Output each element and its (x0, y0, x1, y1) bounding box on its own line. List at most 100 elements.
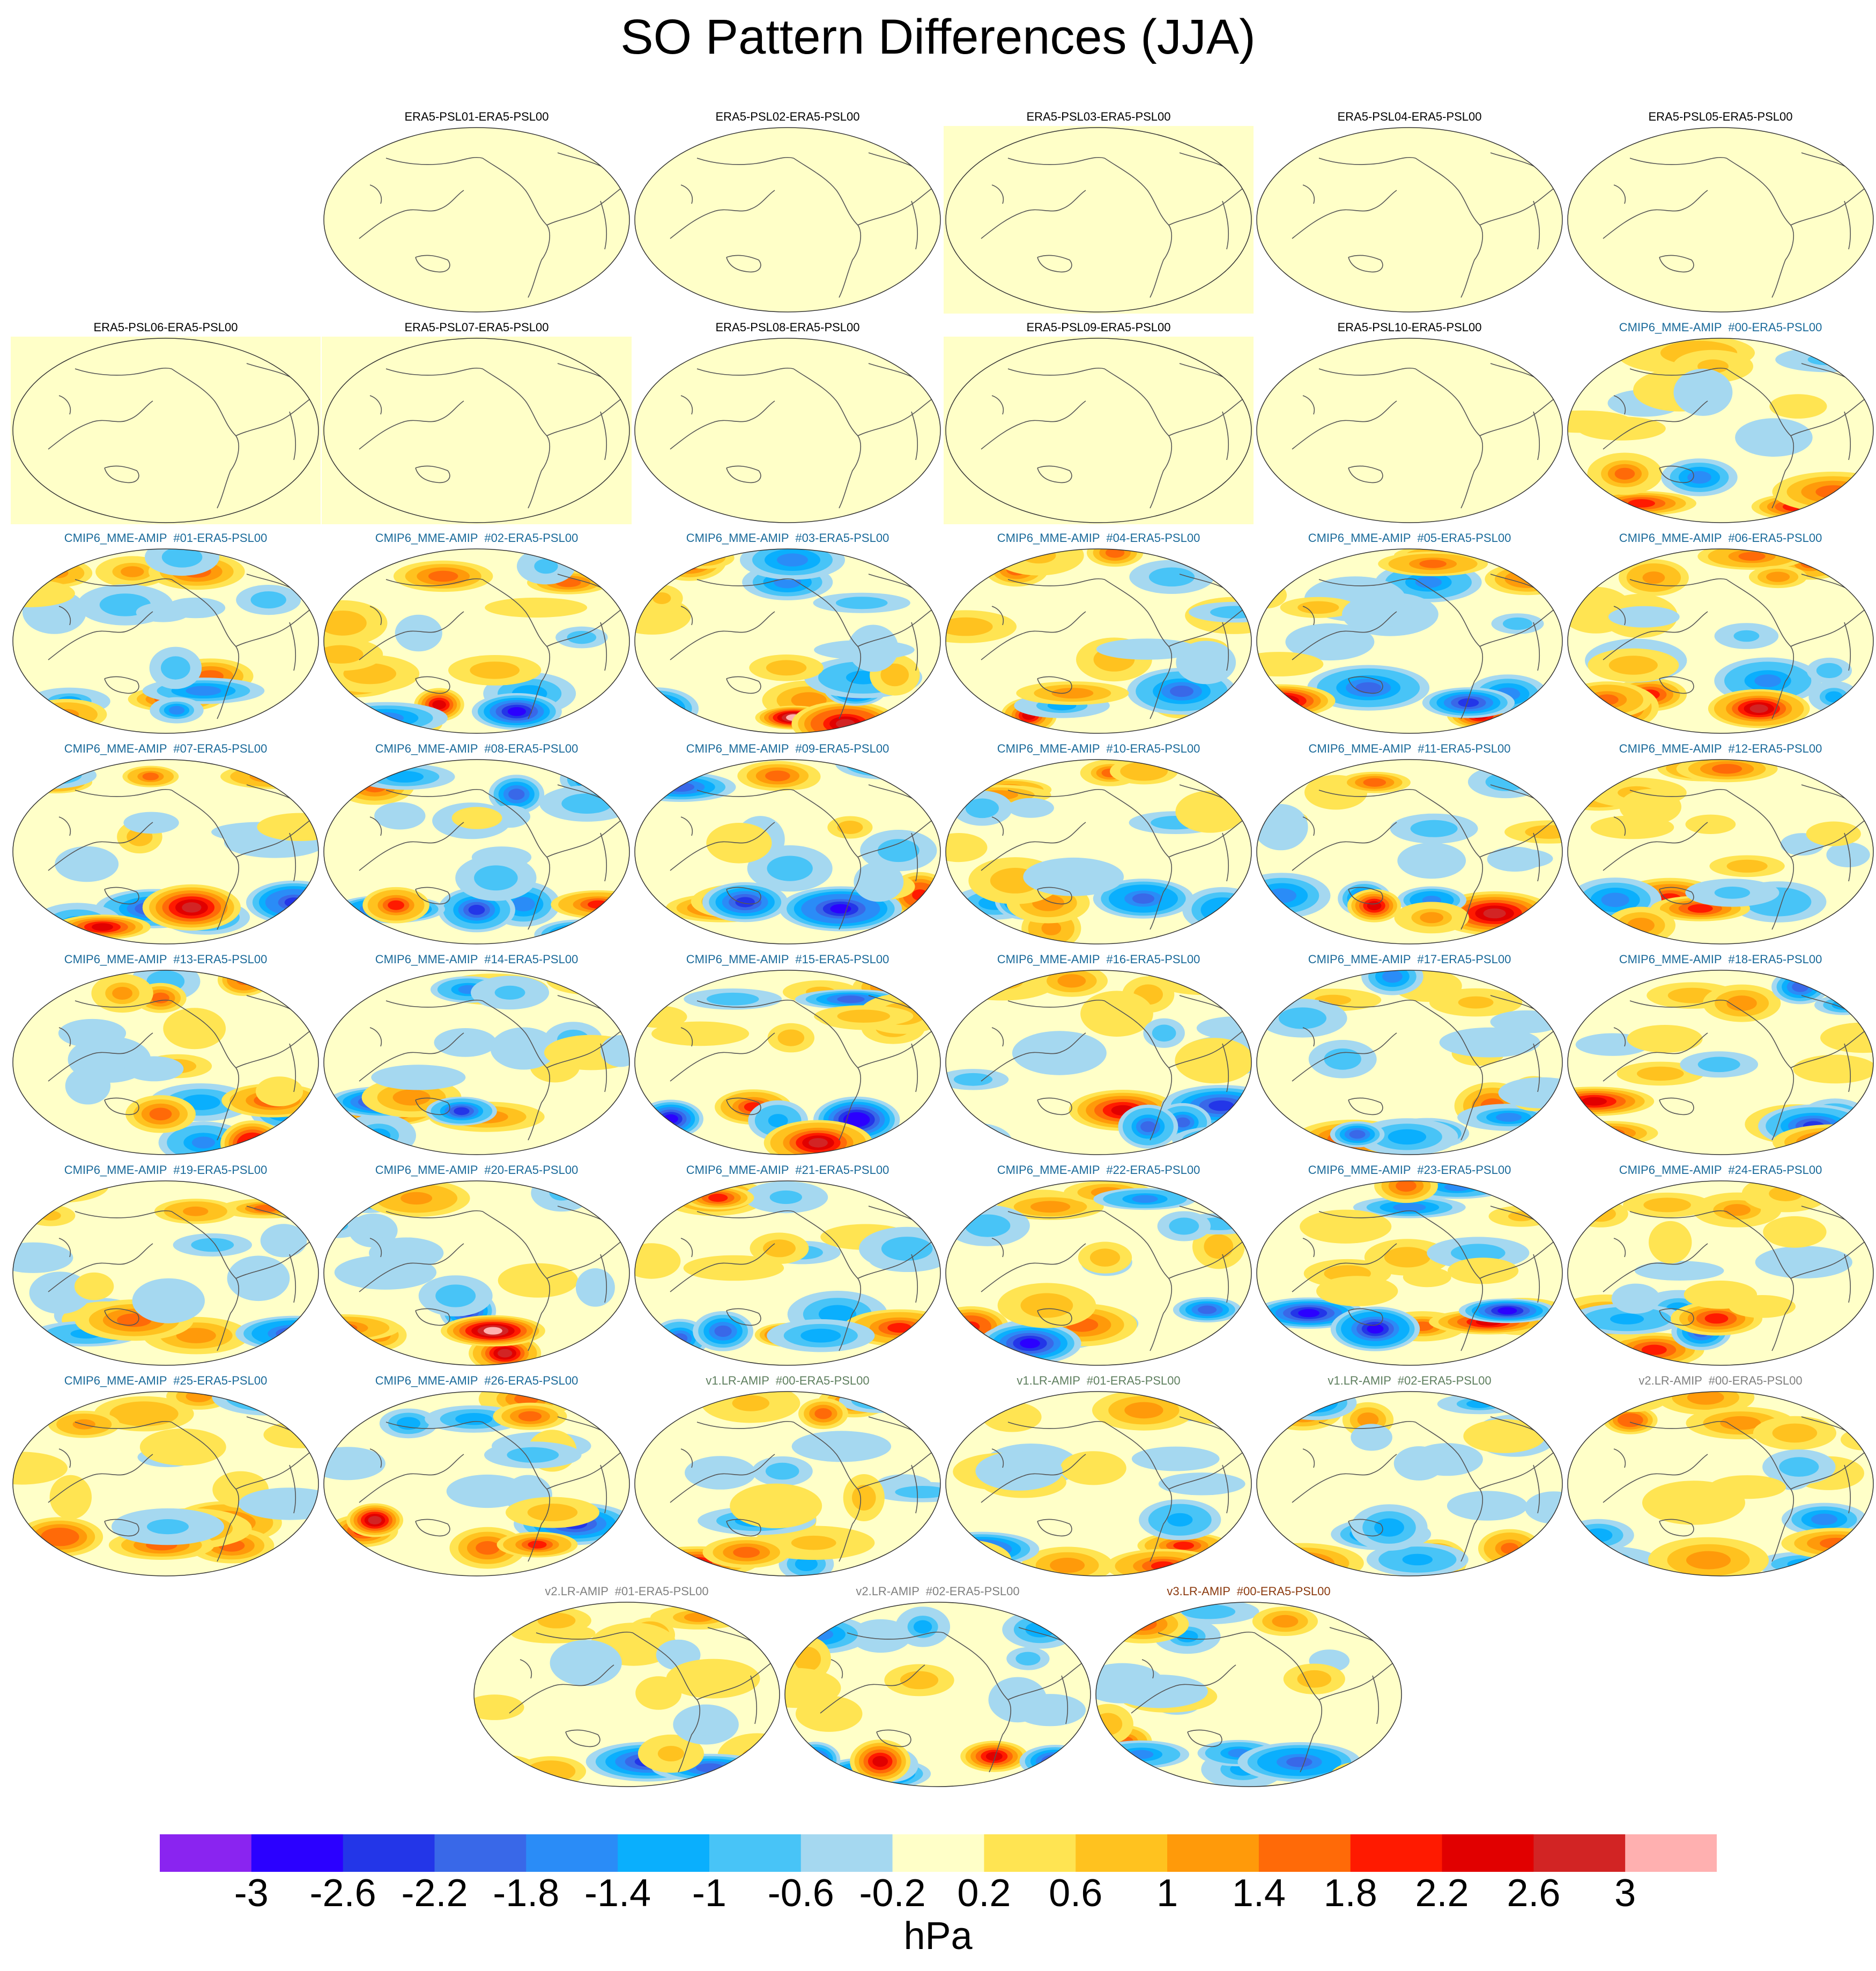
coastline-path (793, 158, 861, 298)
coastline-path (1061, 1675, 1069, 1724)
contour-region (1497, 1307, 1517, 1314)
contour-region (835, 597, 888, 609)
coastline-path (171, 368, 239, 509)
contour-region (864, 1395, 895, 1407)
coastline-path (1104, 790, 1172, 930)
coastline-path (1222, 411, 1229, 460)
colorbar-swatch (1442, 1834, 1534, 1872)
coastlines (670, 152, 933, 298)
map-panel: CMIP6_MME-AMIP #18-ERA5-PSL00 (1566, 953, 1875, 1156)
contour-region (665, 549, 713, 574)
coastline-path (1348, 465, 1383, 484)
robinson-map (945, 970, 1252, 1155)
coastline-path (1790, 1240, 1866, 1279)
contour-region (13, 1459, 47, 1478)
coastline-path (670, 822, 775, 871)
contour-region (1189, 650, 1223, 675)
contour-region (567, 631, 597, 644)
coastline-path (1104, 1211, 1172, 1351)
robinson-map (634, 1391, 941, 1576)
coastline-path (876, 1729, 911, 1747)
contour-region (674, 1027, 726, 1041)
coastline-path (1629, 578, 1727, 586)
contour-region (639, 700, 672, 717)
robinson-map (634, 1180, 941, 1366)
contour-region (1753, 427, 1795, 448)
coastline-path (981, 1243, 1086, 1292)
contour-region (1268, 760, 1306, 773)
panel-title: ERA5-PSL05-ERA5-PSL00 (1648, 110, 1793, 123)
contour-region (767, 856, 813, 881)
coastline-path (385, 1420, 483, 1429)
contour-region (1644, 1031, 1686, 1047)
contour-region (1410, 820, 1458, 837)
map-panel: v3.LR-AMIP #00-ERA5-PSL00 (1094, 1585, 1404, 1788)
coastline-path (1302, 1027, 1315, 1047)
coastline-path (1131, 1664, 1236, 1714)
panel-title: CMIP6_MME-AMIP #06-ERA5-PSL00 (1619, 531, 1822, 545)
coastline-path (1603, 1032, 1708, 1082)
contour-region (688, 1668, 738, 1690)
coastline-path (1726, 579, 1794, 719)
contour-region (1812, 1061, 1858, 1077)
contour-region (643, 1181, 711, 1199)
contour-region (149, 1107, 172, 1121)
contour-region (324, 645, 364, 664)
contour-region (1405, 1454, 1434, 1473)
contour-region (511, 897, 535, 912)
colorbar-tick-label: 0.6 (1049, 1872, 1103, 1915)
contour-region (136, 816, 167, 830)
contour-region (1458, 698, 1479, 707)
contour-region (1777, 1223, 1812, 1241)
page-title: SO Pattern Differences (JJA) (620, 10, 1256, 64)
coastline-path (1603, 611, 1708, 660)
contour-region (1298, 1309, 1320, 1318)
contour-fill-layer (946, 549, 1251, 733)
map-background (946, 338, 1251, 523)
coastline-path (1254, 1632, 1322, 1773)
panel-title: CMIP6_MME-AMIP #11-ERA5-PSL00 (1308, 742, 1511, 755)
contour-region (561, 793, 612, 814)
coastline-path (1629, 367, 1727, 376)
map-outline (473, 1602, 780, 1787)
coastline-path (1007, 578, 1105, 586)
robinson-map (944, 126, 1254, 314)
panel-title: v1.LR-AMIP #00-ERA5-PSL00 (706, 1374, 870, 1387)
coastline-path (415, 1308, 450, 1326)
coastline-path (1533, 200, 1540, 250)
contour-region (1749, 704, 1768, 713)
coastline-path (385, 999, 483, 1008)
contour-region (880, 663, 909, 687)
contour-region (1200, 1401, 1226, 1415)
coastline-path (1318, 999, 1416, 1008)
map-outline (1095, 1602, 1402, 1787)
contour-region (1089, 1248, 1121, 1267)
map-panel: CMIP6_MME-AMIP #05-ERA5-PSL00 (1255, 531, 1564, 735)
coastline-path (1348, 1519, 1383, 1537)
contour-region (1700, 1286, 1740, 1303)
colorbar-swatch (1625, 1834, 1717, 1872)
contour-region (1815, 485, 1851, 499)
coastline-path (831, 1659, 843, 1679)
contour-region (1608, 656, 1658, 675)
contour-region (555, 926, 604, 943)
coastline-path (991, 1448, 1004, 1468)
coastline-path (415, 1519, 450, 1537)
contour-region (763, 1239, 796, 1258)
coastline-path (385, 367, 483, 376)
contour-region (455, 1413, 493, 1425)
contour-region (474, 865, 518, 891)
coastline-path (600, 1464, 607, 1514)
contour-region (768, 1114, 788, 1128)
contour-region (574, 1559, 618, 1574)
contour-region (887, 982, 912, 993)
map-panel: v1.LR-AMIP #02-ERA5-PSL00 (1255, 1374, 1564, 1578)
coastline-path (385, 578, 483, 586)
coastline-path (1222, 1254, 1229, 1303)
contour-region (125, 1407, 163, 1422)
contour-region (965, 1136, 985, 1148)
contour-region (706, 992, 759, 1006)
robinson-map (1256, 759, 1563, 944)
coastline-path (1168, 187, 1244, 226)
contour-region (645, 703, 665, 714)
